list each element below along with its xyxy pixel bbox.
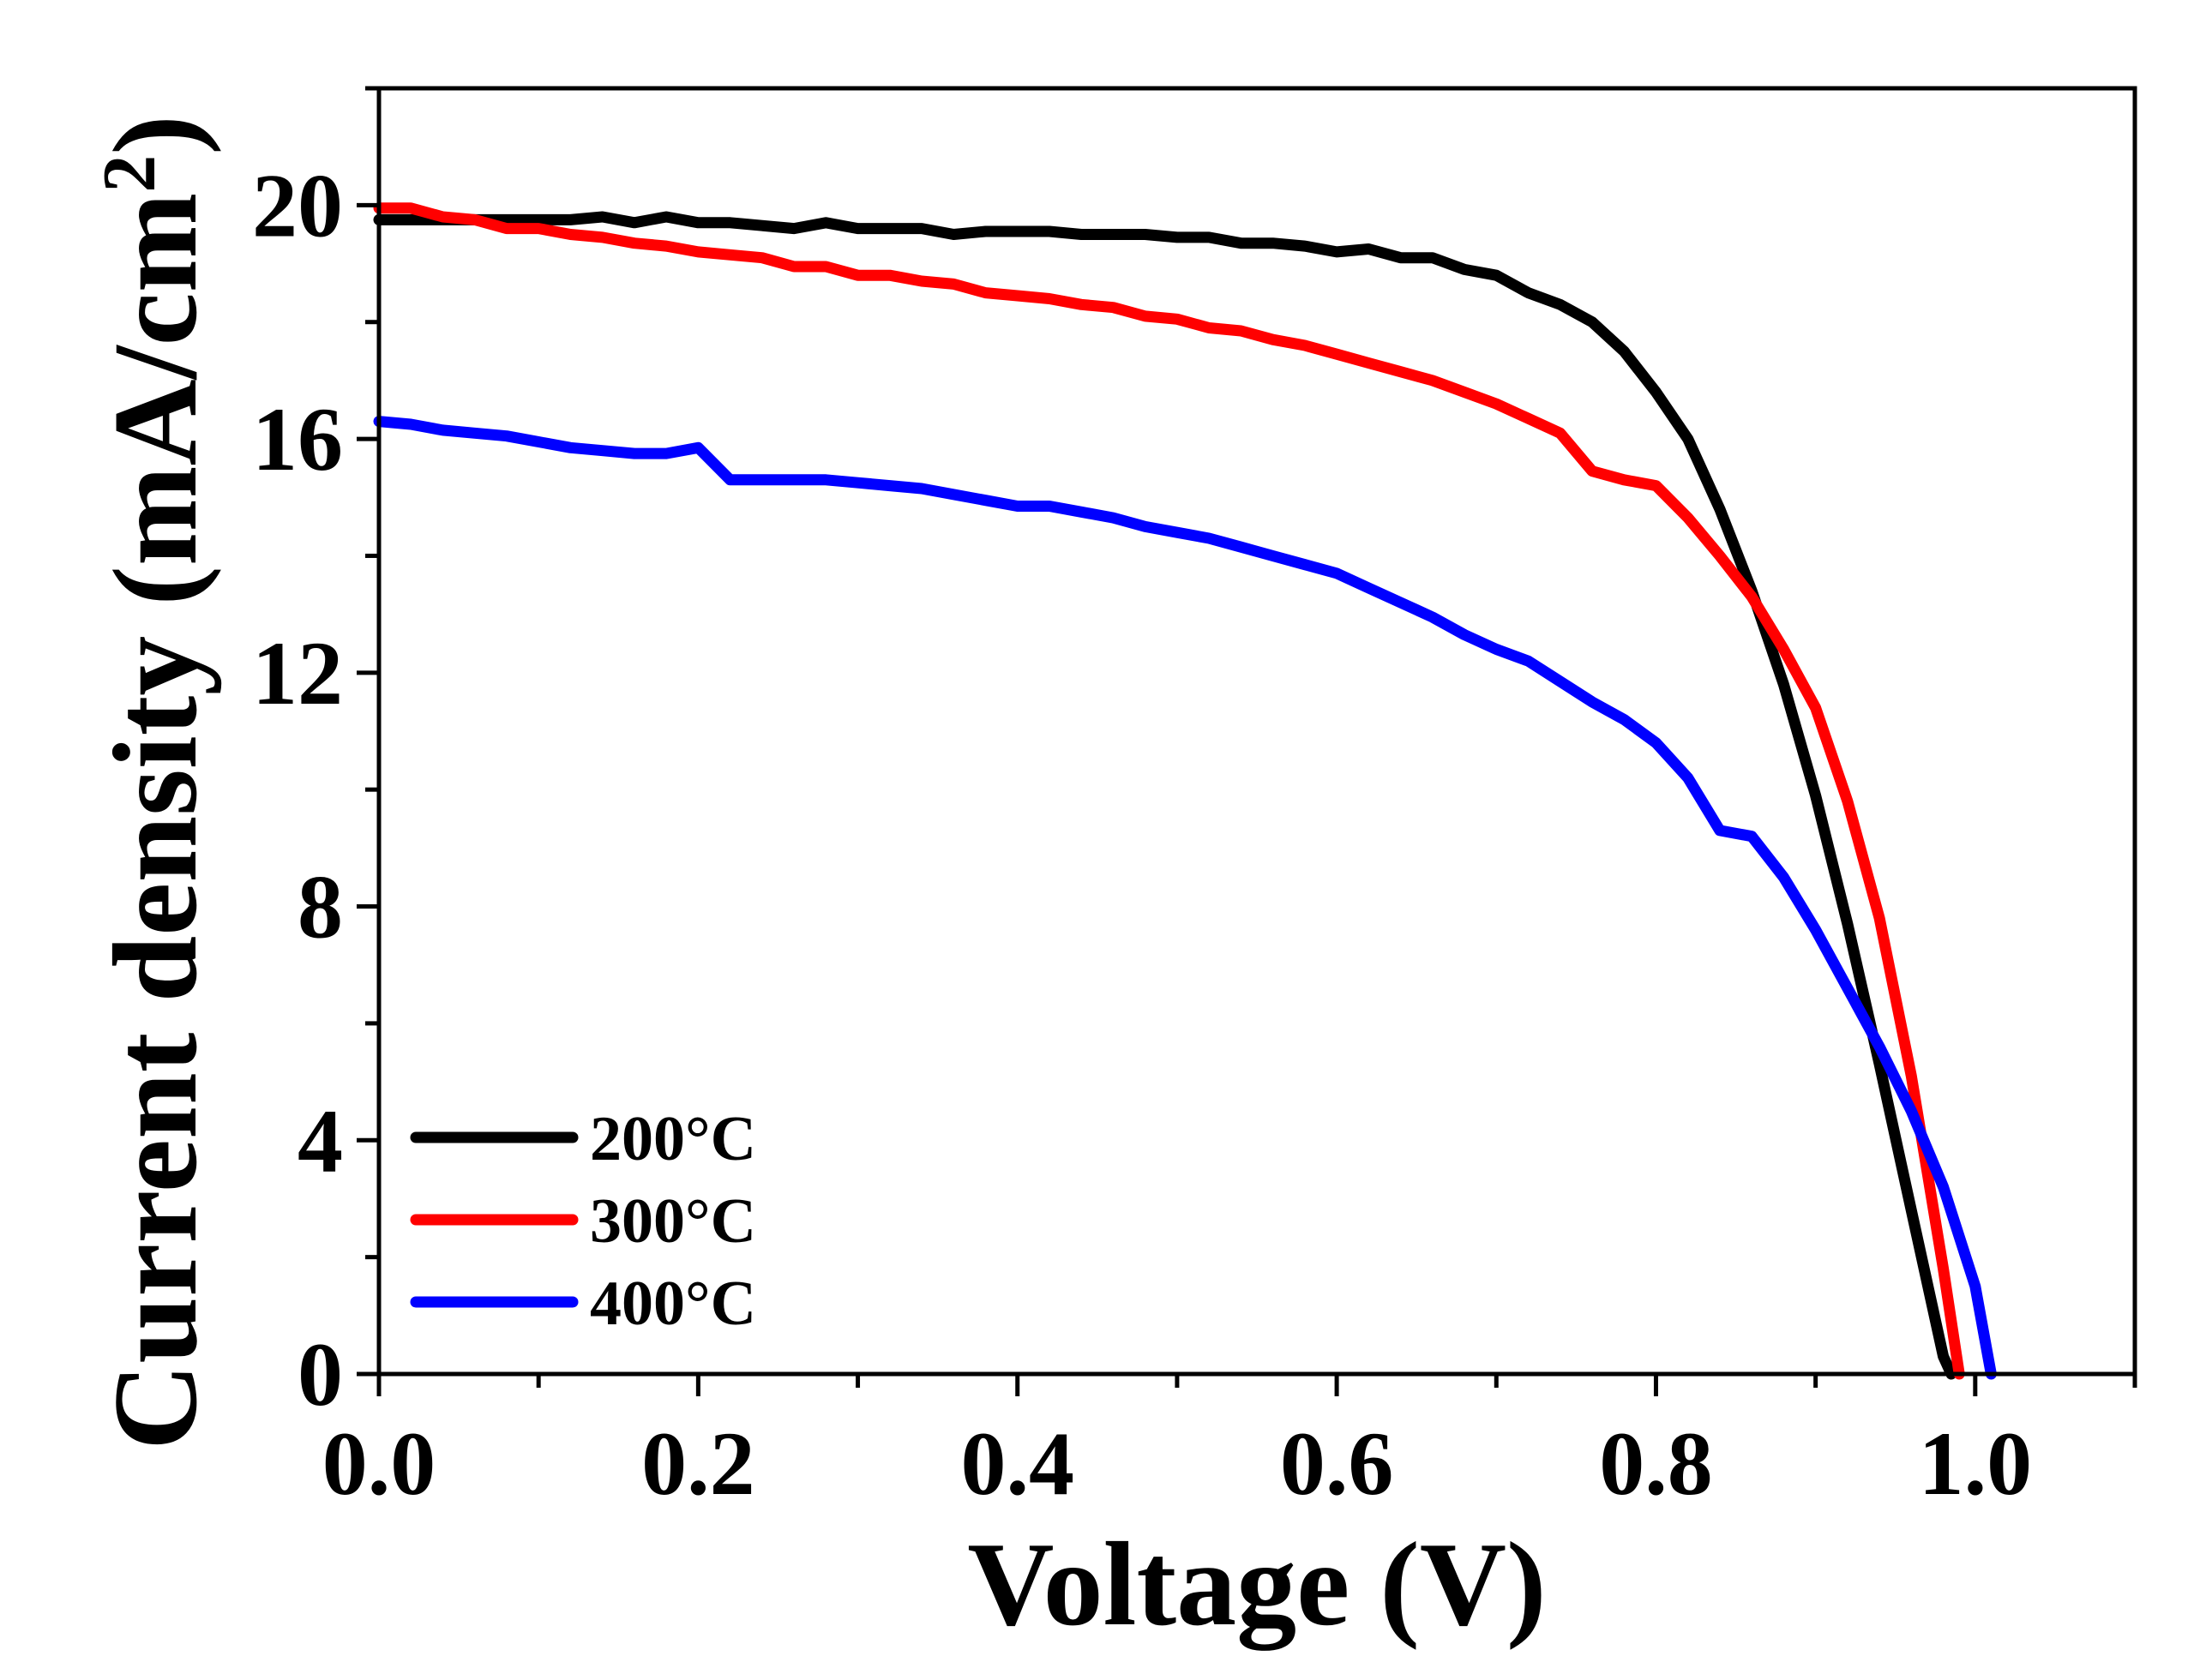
y-tick-label: 16 xyxy=(252,389,343,489)
y-axis-title-close: ) xyxy=(89,115,222,155)
x-tick-label: 0.2 xyxy=(641,1413,755,1514)
y-axis-title-superscript: 2 xyxy=(88,155,171,193)
x-tick-label: 0.6 xyxy=(1280,1413,1394,1514)
y-tick-label: 0 xyxy=(298,1324,343,1425)
x-tick-label: 1.0 xyxy=(1919,1413,2033,1514)
x-axis-title: Voltage (V) xyxy=(967,1518,1546,1651)
legend: 200°C 300°C 400°C xyxy=(410,1104,756,1339)
tick-layer: 0.0 0.2 0.4 0.6 0.8 1.0 0 4 8 12 16 20 xyxy=(252,86,2137,1514)
series-line-3 xyxy=(373,416,1997,1380)
y-tick-label: 12 xyxy=(252,623,343,723)
series-line-2 xyxy=(373,202,1965,1380)
y-tick-label: 8 xyxy=(298,857,343,957)
x-tick-label: 0.0 xyxy=(322,1413,436,1514)
y-tick-label: 20 xyxy=(252,155,343,255)
y-tick-label: 4 xyxy=(298,1090,343,1191)
y-axis-title-main: Current density (mA/cm xyxy=(89,193,222,1450)
legend-label-2: 300°C xyxy=(590,1186,756,1257)
series-layer xyxy=(373,202,1997,1380)
x-tick-label: 0.8 xyxy=(1599,1413,1713,1514)
x-tick-label: 0.4 xyxy=(960,1413,1074,1514)
legend-label-1: 200°C xyxy=(590,1104,756,1174)
y-axis-title: Current density (mA/cm2) xyxy=(88,115,223,1450)
legend-label-3: 400°C xyxy=(590,1269,756,1339)
series-line-1 xyxy=(373,211,1957,1380)
plot-frame xyxy=(376,86,2137,1377)
